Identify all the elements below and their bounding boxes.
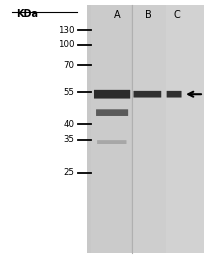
Bar — [87, 5, 203, 253]
Text: 25: 25 — [63, 168, 74, 177]
FancyBboxPatch shape — [96, 109, 128, 116]
Text: 55: 55 — [63, 88, 74, 97]
Text: 100: 100 — [58, 40, 74, 49]
Text: KDa: KDa — [16, 9, 38, 19]
Text: 40: 40 — [63, 120, 74, 129]
FancyBboxPatch shape — [94, 90, 130, 99]
Bar — [91, 5, 131, 253]
Text: 130: 130 — [58, 26, 74, 35]
Bar — [165, 5, 203, 253]
Text: A: A — [113, 10, 120, 20]
Text: C: C — [173, 10, 179, 20]
FancyBboxPatch shape — [97, 140, 126, 144]
Text: B: B — [144, 10, 151, 20]
Text: 35: 35 — [63, 135, 74, 144]
Bar — [131, 5, 165, 253]
FancyBboxPatch shape — [166, 91, 181, 98]
FancyBboxPatch shape — [133, 91, 160, 98]
Text: 70: 70 — [63, 61, 74, 70]
